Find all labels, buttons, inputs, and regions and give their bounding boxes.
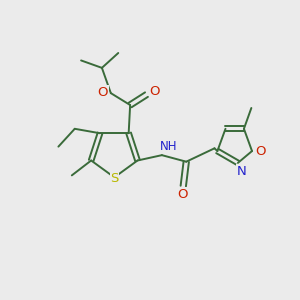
Text: O: O [98, 86, 108, 99]
Text: S: S [110, 172, 119, 185]
Text: O: O [150, 85, 160, 98]
Text: O: O [255, 145, 266, 158]
Text: O: O [177, 188, 188, 201]
Text: N: N [237, 165, 246, 178]
Text: NH: NH [160, 140, 177, 153]
